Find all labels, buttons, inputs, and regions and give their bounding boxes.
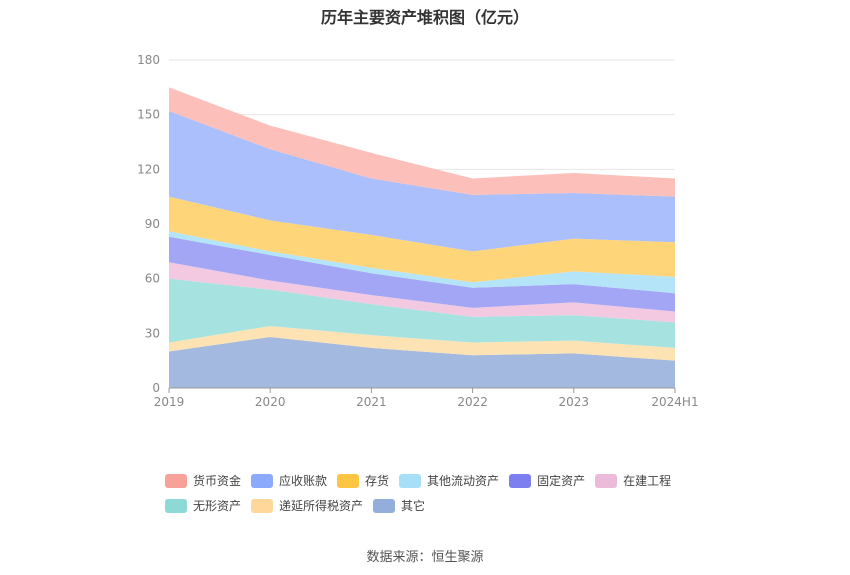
area-4 (169, 236, 675, 312)
area-0 (169, 336, 675, 388)
y-tick-label: 180 (137, 53, 160, 67)
legend-swatch (595, 473, 618, 488)
y-tick-label: 30 (145, 326, 160, 340)
legend-item[interactable]: 其它 (373, 497, 425, 514)
legend-label: 其他流动资产 (427, 474, 500, 488)
area-2 (169, 278, 675, 348)
legend-item[interactable]: 无形资产 (165, 497, 241, 514)
stacked-area-chart: 0 30 60 90 120 150 180 2019 2020 2021 2022 2023 2024… (137, 53, 699, 409)
legend-label: 其它 (401, 499, 426, 513)
x-tick-label: 2019 (154, 395, 185, 409)
legend: 货币资金 应收账款 存货 其他流动资产 固定资产 在建工程无形资产 递延所得税资产 其它 (165, 472, 725, 522)
legend-item[interactable]: 应收账款 (251, 472, 327, 489)
area-8 (169, 87, 675, 197)
x-tick-label: 2023 (559, 395, 590, 409)
axes: 0 30 60 90 120 150 180 2019 2020 2021 2022 2023 2024… (137, 53, 699, 409)
legend-swatch (399, 473, 422, 488)
legend-label: 货币资金 (193, 474, 242, 488)
y-tick-label: 150 (137, 108, 160, 122)
legend-label: 应收账款 (279, 474, 328, 488)
y-tick-label: 120 (137, 162, 160, 176)
area-6 (169, 196, 675, 283)
legend-item[interactable]: 递延所得税资产 (251, 497, 363, 514)
legend-item[interactable]: 货币资金 (165, 472, 241, 489)
x-tick-label: 2022 (457, 395, 488, 409)
chart-title: 历年主要资产堆积图（亿元） (320, 8, 529, 27)
legend-item[interactable]: 固定资产 (509, 472, 585, 489)
legend-label: 无形资产 (193, 499, 242, 513)
legend-swatch (165, 473, 187, 488)
y-tick-label: 90 (145, 217, 160, 231)
x-tick-label: 2020 (255, 395, 286, 409)
legend-swatch (337, 473, 360, 488)
area-3 (169, 262, 675, 323)
area-7 (169, 111, 675, 252)
legend-item[interactable]: 其他流动资产 (399, 472, 499, 489)
data-source: 数据来源：恒生聚源 (366, 550, 484, 565)
legend-label: 递延所得税资产 (279, 499, 364, 513)
legend-swatch (251, 498, 274, 513)
legend-swatch (373, 498, 396, 513)
y-tick-label: 0 (152, 381, 160, 395)
area-5 (169, 231, 675, 294)
legend-label: 存货 (365, 474, 390, 488)
area-series (169, 87, 675, 388)
area-1 (169, 326, 675, 361)
legend-item[interactable]: 存货 (337, 472, 389, 489)
legend-label: 固定资产 (537, 474, 586, 488)
x-tick-label: 2024H1 (651, 395, 698, 409)
legend-swatch (165, 498, 187, 513)
legend-label: 在建工程 (623, 474, 672, 488)
legend-swatch (509, 473, 532, 488)
legend-swatch (251, 473, 274, 488)
y-tick-label: 60 (145, 272, 160, 286)
legend-item[interactable]: 在建工程 (595, 472, 671, 489)
x-tick-label: 2021 (356, 395, 387, 409)
